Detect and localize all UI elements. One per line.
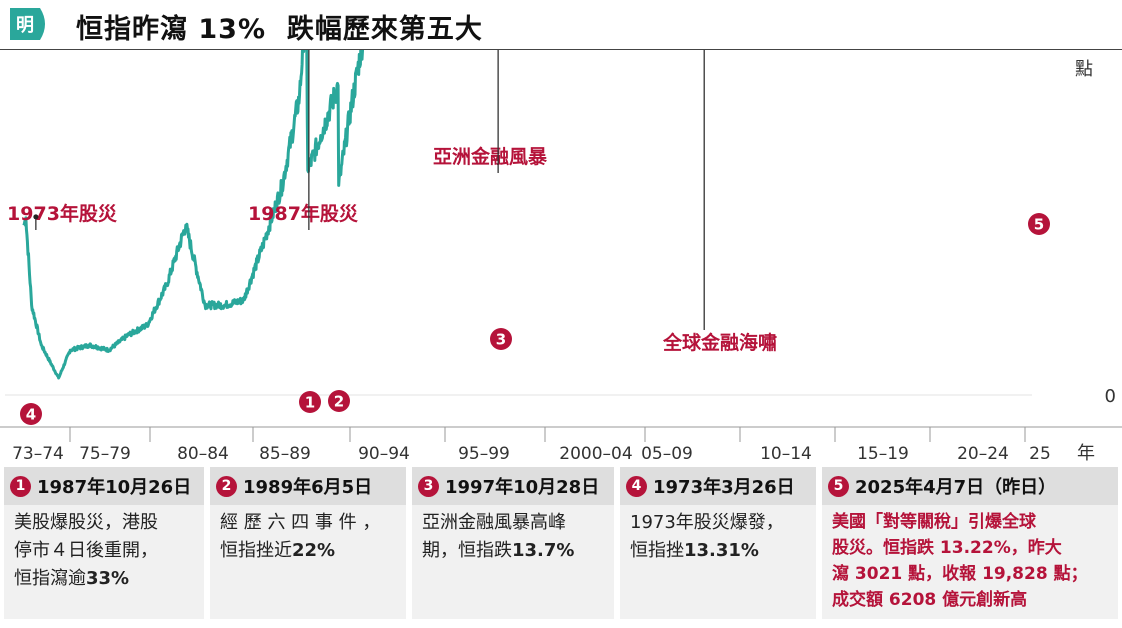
- annotation-label: 全球金融海嘯: [662, 331, 777, 354]
- x-tick-label: 15–19: [857, 444, 909, 464]
- annotation-label: 亞洲金融風暴: [433, 145, 548, 168]
- event-panel-header: 3 1997年10月28日: [412, 467, 614, 505]
- ming-pao-logo: 明: [10, 8, 45, 40]
- event-date: 1987年10月26日: [37, 477, 192, 498]
- annotation-label: 1973年股災: [7, 202, 118, 225]
- event-drop-percent: 13.31%: [684, 540, 759, 561]
- x-tick-label: 20–24: [957, 444, 1009, 464]
- event-description: 1973年股災爆發， 恒指挫13.31%: [620, 505, 816, 565]
- event-panel-3: 3 1997年10月28日 亞洲金融風暴高峰 期，恒指跌13.7%: [412, 467, 614, 619]
- event-number-badge: 5: [828, 475, 849, 497]
- page-title: 恒指昨瀉 13% 跌幅歷來第五大: [76, 14, 483, 45]
- x-axis-unit-label: 年: [1077, 443, 1095, 464]
- x-tick-label: 90–94: [358, 444, 410, 464]
- event-marker-badge: [1028, 213, 1050, 235]
- x-tick-label: 05–09: [641, 444, 693, 464]
- event-date: 1997年10月28日: [445, 477, 600, 498]
- event-number-badge: 4: [626, 475, 647, 497]
- event-marker-number: 2: [334, 393, 344, 411]
- event-marker-number: 1: [305, 394, 315, 412]
- event-text-line: 瀉 3021 點，收報 19,828 點；: [832, 564, 1088, 584]
- event-marker-number: 5: [1034, 216, 1044, 234]
- y-axis-unit-label: 點: [1075, 59, 1093, 80]
- event-text-line: 恒指瀉逾33%: [14, 568, 130, 589]
- x-tick-label: 80–84: [177, 444, 229, 464]
- event-description: 美股爆股災，港股 停市４日後重開， 恒指瀉逾33%: [4, 505, 204, 593]
- hsi-line-chart: 05,00010,00015,00020,00025,00030,000點73–…: [0, 50, 1122, 464]
- event-panel-4: 4 1973年3月26日 1973年股災爆發， 恒指挫13.31%: [620, 467, 816, 619]
- x-tick-label: 2000–04: [559, 444, 632, 464]
- event-text-line: 美國「對等關稅」引爆全球: [832, 512, 1036, 532]
- event-drop-percent: 33%: [86, 568, 130, 589]
- event-text-line: 1973年股災爆發，: [630, 512, 784, 533]
- event-description: 亞洲金融風暴高峰 期，恒指跌13.7%: [412, 505, 614, 565]
- x-tick-label: 75–79: [79, 444, 131, 464]
- event-panel-5: 5 2025年4月7日（昨日） 美國「對等關稅」引爆全球 股災。恒指跌 13.2…: [822, 467, 1118, 619]
- event-text-line: 恒指挫近22%: [220, 540, 336, 561]
- event-marker-badge: [490, 328, 512, 350]
- event-drop-percent: 13.7%: [512, 540, 575, 561]
- event-number-badge: 3: [418, 475, 439, 497]
- x-tick-label: 85–89: [259, 444, 311, 464]
- event-panel-1: 1 1987年10月26日 美股爆股災，港股 停市４日後重開， 恒指瀉逾33%: [4, 467, 204, 619]
- y-tick-label: 0: [1105, 386, 1116, 407]
- event-marker-badge: [20, 403, 42, 425]
- event-number-badge: 1: [10, 475, 31, 497]
- event-date: 1973年3月26日: [653, 477, 795, 498]
- event-marker-badge: [328, 390, 350, 412]
- annotation-label: 1987年股災: [248, 202, 359, 225]
- event-marker-badge: [299, 391, 321, 413]
- event-panel-header: 2 1989年6月5日: [210, 467, 406, 505]
- event-number-badge: 2: [216, 475, 237, 497]
- x-tick-label: 95–99: [458, 444, 510, 464]
- event-text-line: 亞洲金融風暴高峰: [422, 512, 566, 533]
- event-panel-header: 5 2025年4月7日（昨日）: [822, 467, 1118, 505]
- event-panel-header: 1 1987年10月26日: [4, 467, 204, 505]
- event-text-line: 成交額 6208 億元創新高: [832, 590, 1028, 610]
- event-text-line: 恒指挫13.31%: [630, 540, 759, 561]
- event-text-line: 經 歷 六 四 事 件 ，: [220, 512, 381, 533]
- event-drop-percent: 22%: [292, 540, 336, 561]
- header-divider: [0, 49, 1122, 50]
- event-text-line: 美股爆股災，港股: [14, 512, 158, 533]
- event-date: 2025年4月7日（昨日）: [855, 477, 1057, 498]
- event-description: 美國「對等關稅」引爆全球 股災。恒指跌 13.22%，昨大 瀉 3021 點，收…: [822, 505, 1118, 613]
- annotation-dot: [33, 214, 39, 220]
- event-date: 1989年6月5日: [243, 477, 373, 498]
- event-marker-number: 4: [26, 406, 36, 424]
- event-panel-header: 4 1973年3月26日: [620, 467, 816, 505]
- event-panels: 1 1987年10月26日 美股爆股災，港股 停市４日後重開， 恒指瀉逾33% …: [4, 467, 1118, 623]
- x-tick-label: 73–74: [12, 444, 64, 464]
- x-tick-label: 10–14: [760, 444, 812, 464]
- logo-char: 明: [16, 15, 34, 36]
- event-panel-2: 2 1989年6月5日 經 歷 六 四 事 件 ， 恒指挫近22%: [210, 467, 406, 619]
- event-text-line: 期，恒指跌13.7%: [422, 540, 575, 561]
- header: 明 恒指昨瀉 13% 跌幅歷來第五大: [0, 0, 1122, 50]
- event-marker-number: 3: [496, 331, 506, 349]
- x-tick-label: 25: [1029, 444, 1051, 464]
- event-text-line: 股災。恒指跌 13.22%，昨大: [832, 538, 1062, 558]
- event-description: 經 歷 六 四 事 件 ， 恒指挫近22%: [210, 505, 406, 565]
- hsi-series-line: [22, 50, 365, 380]
- event-text-line: 停市４日後重開，: [14, 540, 158, 561]
